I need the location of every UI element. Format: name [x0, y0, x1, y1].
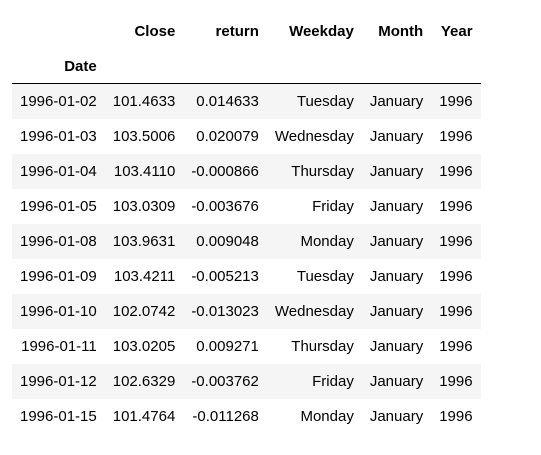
- cell-close: 101.4633: [112, 92, 176, 110]
- cell-weekday: Monday: [300, 407, 354, 425]
- cell-return: 0.020079: [196, 127, 259, 145]
- table-row: 1996-01-12 102.6329 -0.003762 Friday January…: [12, 363, 481, 399]
- row-index-date: 1996-01-11: [21, 337, 97, 355]
- table-row: 1996-01-10 102.0742 -0.013023 Wednesday Janu…: [12, 293, 481, 329]
- cell-weekday: Friday: [312, 197, 354, 215]
- cell-return: -0.005213: [191, 267, 259, 285]
- column-header-month: Month: [378, 23, 424, 40]
- index-name-row: Date: [12, 49, 481, 84]
- cell-year: 1996: [439, 407, 473, 425]
- cell-year: 1996: [439, 162, 473, 180]
- column-header-close: Close: [134, 23, 176, 40]
- cell-year: 1996: [439, 267, 473, 285]
- table-row: 1996-01-03 103.5006 0.020079 Wednesday Janua…: [12, 118, 481, 154]
- cell-return: -0.013023: [191, 302, 259, 320]
- row-index-date: 1996-01-03: [20, 127, 97, 145]
- cell-month: January: [369, 407, 424, 425]
- cell-return: -0.003676: [191, 197, 259, 215]
- cell-month: January: [369, 267, 424, 285]
- cell-month: January: [369, 372, 424, 390]
- cell-weekday: Thursday: [291, 337, 354, 355]
- row-index-date: 1996-01-12: [20, 372, 97, 390]
- table-row: 1996-01-09 103.4211 -0.005213 Tuesday Januar…: [12, 258, 481, 294]
- index-corner: [12, 14, 105, 49]
- row-index-date: 1996-01-10: [20, 302, 97, 320]
- cell-year: 1996: [439, 372, 473, 390]
- cell-month: January: [369, 162, 424, 180]
- table-row: 1996-01-02 101.4633 0.014633 Tuesday January…: [12, 83, 481, 119]
- cell-year: 1996: [439, 197, 473, 215]
- cell-close: 102.6329: [112, 372, 176, 390]
- cell-return: 0.014633: [196, 92, 259, 110]
- column-header-weekday: Weekday: [289, 23, 354, 40]
- row-index-date: 1996-01-02: [20, 92, 97, 110]
- table-row: 1996-01-05 103.0309 -0.003676 Friday January…: [12, 188, 481, 224]
- row-index-date: 1996-01-08: [20, 232, 97, 250]
- column-header-year: Year: [440, 23, 473, 40]
- table-row: 1996-01-15 101.4764 -0.011268 Monday January…: [12, 398, 481, 434]
- table-row: 1996-01-08 103.9631 0.009048 Monday January 1…: [12, 223, 481, 259]
- cell-return: -0.003762: [191, 372, 259, 390]
- cell-close: 103.4110: [113, 162, 176, 180]
- cell-close: 103.9631: [112, 232, 176, 250]
- table-body: 1996-01-02 101.4633 0.014633 Tuesday January…: [12, 83, 481, 434]
- row-index-date: 1996-01-09: [20, 267, 97, 285]
- table-row: 1996-01-11 103.0205 0.009271 Thursday Januar…: [12, 328, 481, 364]
- cell-weekday: Tuesday: [296, 267, 354, 285]
- cell-month: January: [369, 232, 424, 250]
- cell-close: 101.4764: [112, 407, 176, 425]
- cell-return: 0.009271: [196, 337, 259, 355]
- cell-close: 102.0742: [112, 302, 176, 320]
- cell-return: 0.009048: [196, 232, 259, 250]
- table-header: Close return Weekday Month Year Date: [12, 14, 481, 84]
- cell-close: 103.4211: [113, 267, 176, 285]
- cell-return: -0.011268: [192, 407, 259, 425]
- cell-weekday: Friday: [312, 372, 354, 390]
- cell-close: 103.0309: [112, 197, 176, 215]
- cell-weekday: Tuesday: [296, 92, 354, 110]
- cell-month: January: [369, 197, 424, 215]
- cell-month: January: [369, 302, 424, 320]
- cell-year: 1996: [439, 302, 473, 320]
- cell-weekday: Wednesday: [274, 302, 354, 320]
- cell-month: January: [369, 127, 424, 145]
- column-header-return: return: [215, 23, 259, 40]
- cell-month: January: [369, 92, 424, 110]
- cell-year: 1996: [439, 92, 473, 110]
- cell-year: 1996: [439, 337, 473, 355]
- cell-weekday: Thursday: [291, 162, 354, 180]
- index-name-date: Date: [64, 57, 97, 75]
- row-index-date: 1996-01-05: [20, 197, 97, 215]
- column-header-row: Close return Weekday Month Year: [12, 14, 481, 49]
- cell-month: January: [369, 337, 424, 355]
- table-row: 1996-01-04 103.4110 -0.000866 Thursday Janua…: [12, 153, 481, 189]
- cell-weekday: Monday: [300, 232, 354, 250]
- cell-return: -0.000866: [191, 162, 259, 180]
- row-index-date: 1996-01-04: [20, 162, 97, 180]
- dataframe-output: Close return Weekday Month Year Date 199…: [12, 14, 481, 434]
- cell-close: 103.0205: [112, 337, 176, 355]
- cell-close: 103.5006: [112, 127, 176, 145]
- cell-weekday: Wednesday: [274, 127, 354, 145]
- cell-year: 1996: [439, 127, 473, 145]
- cell-year: 1996: [439, 232, 473, 250]
- dataframe-table: Close return Weekday Month Year Date 199…: [12, 14, 481, 434]
- row-index-date: 1996-01-15: [20, 407, 97, 425]
